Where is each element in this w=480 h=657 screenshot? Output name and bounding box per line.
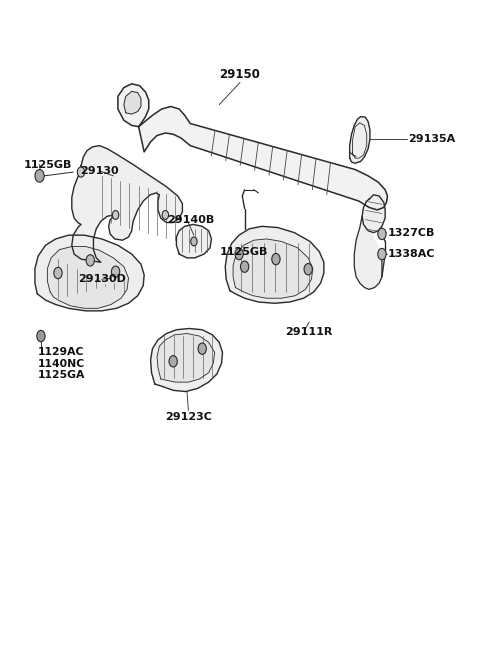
Circle shape xyxy=(235,248,243,260)
Text: 29135A: 29135A xyxy=(408,134,456,145)
Circle shape xyxy=(198,343,206,354)
Circle shape xyxy=(35,170,44,182)
Circle shape xyxy=(378,248,386,260)
Polygon shape xyxy=(124,91,141,114)
Text: 29111R: 29111R xyxy=(285,327,333,336)
Text: 29150: 29150 xyxy=(219,68,261,81)
Text: 1125GB: 1125GB xyxy=(24,160,72,170)
Polygon shape xyxy=(118,84,149,127)
Polygon shape xyxy=(157,334,215,382)
Polygon shape xyxy=(233,239,313,298)
Text: 29140B: 29140B xyxy=(167,215,215,225)
Text: 29123C: 29123C xyxy=(165,412,212,422)
Text: 1129AC: 1129AC xyxy=(38,348,84,357)
Text: 1338AC: 1338AC xyxy=(387,249,435,259)
Circle shape xyxy=(112,210,119,219)
Circle shape xyxy=(169,355,177,367)
Polygon shape xyxy=(72,146,182,262)
Circle shape xyxy=(191,237,197,246)
Text: 1125GA: 1125GA xyxy=(38,370,85,380)
Polygon shape xyxy=(177,225,211,258)
Circle shape xyxy=(304,263,312,275)
Circle shape xyxy=(37,330,45,342)
Polygon shape xyxy=(225,226,324,304)
Circle shape xyxy=(54,267,62,279)
Polygon shape xyxy=(48,246,129,308)
Circle shape xyxy=(272,254,280,265)
Polygon shape xyxy=(362,194,385,233)
Circle shape xyxy=(86,255,95,266)
Text: 29130: 29130 xyxy=(80,166,118,176)
Polygon shape xyxy=(35,235,144,311)
Circle shape xyxy=(162,210,168,219)
Polygon shape xyxy=(354,216,382,289)
Polygon shape xyxy=(139,106,387,210)
Circle shape xyxy=(240,261,249,273)
Circle shape xyxy=(77,167,84,177)
Text: 1140NC: 1140NC xyxy=(38,359,85,369)
Text: 1125GB: 1125GB xyxy=(219,246,268,256)
Polygon shape xyxy=(349,116,370,163)
Text: 1327CB: 1327CB xyxy=(387,227,435,238)
Polygon shape xyxy=(151,328,223,392)
Circle shape xyxy=(378,228,386,240)
Text: 29130D: 29130D xyxy=(78,275,126,284)
Circle shape xyxy=(111,266,120,277)
